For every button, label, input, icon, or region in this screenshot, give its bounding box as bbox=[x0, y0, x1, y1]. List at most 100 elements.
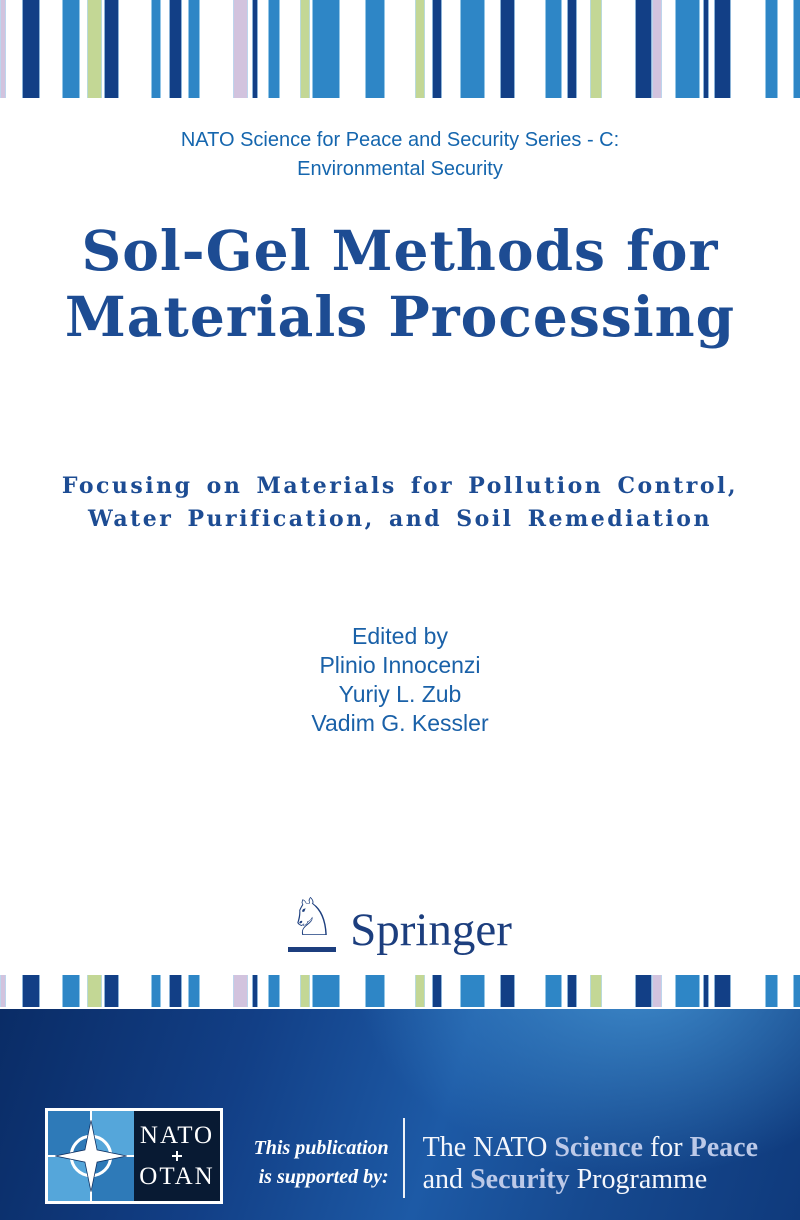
programme-line-2: and Security Programme bbox=[423, 1164, 758, 1196]
supported-by-line-1: This publication bbox=[253, 1137, 389, 1159]
stripe bbox=[590, 0, 602, 98]
stripe bbox=[365, 975, 385, 1007]
nato-flag-quadrants bbox=[48, 1111, 134, 1201]
stripe bbox=[252, 975, 258, 1007]
programme-word: and bbox=[422, 1164, 471, 1195]
top-stripe-band bbox=[0, 0, 800, 98]
stripe bbox=[652, 0, 662, 98]
stripe bbox=[233, 0, 248, 98]
nato-quadrant bbox=[48, 1157, 90, 1201]
stripe bbox=[169, 975, 182, 1007]
nato-wordmark-panel: NATO OTAN bbox=[134, 1111, 220, 1201]
supported-by-text: This publication is supported by: bbox=[254, 1134, 389, 1192]
stripe bbox=[188, 975, 200, 1007]
stripe bbox=[312, 975, 340, 1007]
stripe bbox=[415, 975, 425, 1007]
stripe bbox=[675, 0, 700, 98]
stripe bbox=[104, 975, 119, 1007]
edited-by-label: Edited by bbox=[352, 623, 448, 649]
stripe bbox=[460, 975, 485, 1007]
series-line-1: NATO Science for Peace and Security Seri… bbox=[180, 129, 620, 151]
nato-quadrant bbox=[48, 1111, 90, 1155]
subtitle-line-1: Focusing on Materials for Pollution Cont… bbox=[61, 473, 739, 499]
book-title: Sol-Gel Methods for Materials Processing bbox=[0, 218, 800, 350]
editor-name: Yuriy L. Zub bbox=[338, 681, 462, 707]
stripe bbox=[714, 0, 731, 98]
vertical-divider bbox=[402, 1118, 405, 1198]
title-line-2: Materials Processing bbox=[64, 284, 736, 349]
stripe bbox=[635, 0, 652, 98]
title-line-1: Sol-Gel Methods for bbox=[81, 218, 719, 283]
stripe bbox=[703, 0, 709, 98]
chess-knight-icon: ♘ bbox=[288, 888, 336, 948]
stripe bbox=[675, 975, 700, 1007]
stripe bbox=[765, 0, 778, 98]
stripe bbox=[765, 975, 778, 1007]
stripe bbox=[312, 0, 340, 98]
programme-bold-word: Science bbox=[554, 1132, 643, 1163]
subtitle-line-2: Water Purification, and Soil Remediation bbox=[88, 506, 712, 532]
cross-icon bbox=[172, 1151, 182, 1161]
stripe bbox=[567, 975, 577, 1007]
stripe bbox=[0, 0, 6, 98]
editor-name: Plinio Innocenzi bbox=[319, 652, 481, 678]
stripe bbox=[714, 975, 731, 1007]
stripe bbox=[268, 975, 280, 1007]
nato-word-bottom: OTAN bbox=[139, 1163, 215, 1190]
stripe bbox=[87, 0, 102, 98]
stripe bbox=[432, 975, 442, 1007]
stripe bbox=[188, 0, 200, 98]
stripe bbox=[415, 0, 425, 98]
stripe bbox=[151, 0, 161, 98]
stripe bbox=[0, 975, 6, 1007]
stripe bbox=[169, 0, 182, 98]
nato-banner-content: NATO OTAN This publication is supported … bbox=[0, 1009, 800, 1220]
stripe bbox=[233, 975, 248, 1007]
stripe bbox=[252, 0, 258, 98]
stripe bbox=[703, 975, 709, 1007]
stripe bbox=[793, 0, 800, 98]
book-subtitle: Focusing on Materials for Pollution Cont… bbox=[0, 470, 800, 536]
stripe bbox=[268, 0, 280, 98]
editors-block: Edited by Plinio Innocenzi Yuriy L. Zub … bbox=[0, 622, 800, 738]
stripe bbox=[62, 975, 80, 1007]
publisher-wordmark: Springer bbox=[350, 904, 512, 956]
nato-logo: NATO OTAN bbox=[45, 1108, 223, 1204]
nato-quadrant bbox=[92, 1111, 134, 1155]
stripe bbox=[652, 975, 662, 1007]
stripe bbox=[151, 975, 161, 1007]
stripe bbox=[62, 0, 80, 98]
stripe bbox=[500, 0, 515, 98]
nato-quadrant bbox=[92, 1157, 134, 1201]
stripe bbox=[104, 0, 119, 98]
nato-word-top: NATO bbox=[139, 1122, 215, 1149]
stripe bbox=[300, 975, 310, 1007]
springer-knight-icon: ♘ bbox=[288, 888, 337, 952]
knight-underline-bar bbox=[288, 947, 337, 952]
stripe bbox=[500, 975, 515, 1007]
stripe bbox=[793, 975, 800, 1007]
stripe bbox=[365, 0, 385, 98]
stripe bbox=[635, 975, 652, 1007]
programme-bold-word: Security bbox=[470, 1164, 570, 1195]
nato-compass-star-icon bbox=[55, 1120, 127, 1192]
programme-bold-word: Peace bbox=[689, 1132, 758, 1163]
stripe bbox=[545, 975, 562, 1007]
programme-word: The NATO bbox=[422, 1132, 555, 1163]
stripe bbox=[87, 975, 102, 1007]
series-title: NATO Science for Peace and Security Seri… bbox=[0, 126, 800, 184]
stripe bbox=[590, 975, 602, 1007]
stripe bbox=[567, 0, 577, 98]
stripe bbox=[300, 0, 310, 98]
stripe bbox=[432, 0, 442, 98]
programme-line-1: The NATO Science for Peace bbox=[423, 1132, 758, 1164]
stripe bbox=[460, 0, 485, 98]
stripe bbox=[22, 975, 40, 1007]
supported-by-line-2: is supported by: bbox=[258, 1166, 389, 1188]
stripe bbox=[545, 0, 562, 98]
bottom-stripe-band bbox=[0, 975, 800, 1007]
stripe bbox=[22, 0, 40, 98]
programme-word: Programme bbox=[569, 1164, 708, 1195]
editor-name: Vadim G. Kessler bbox=[311, 710, 489, 736]
